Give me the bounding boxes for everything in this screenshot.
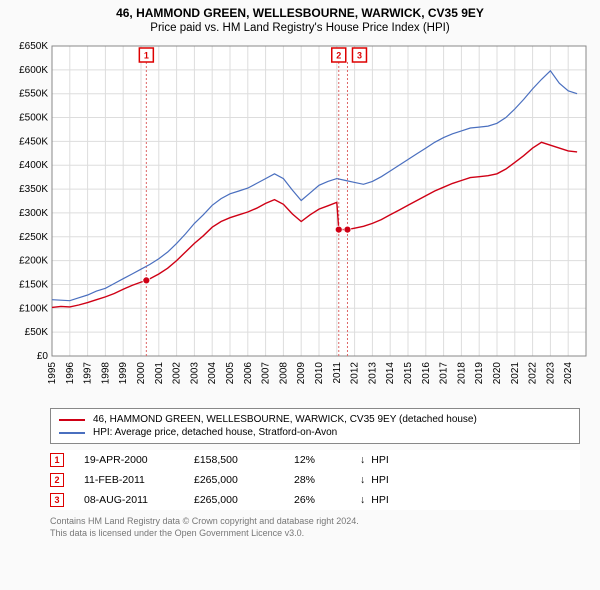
x-tick-label: 2010	[314, 362, 325, 385]
x-tick-label: 2020	[492, 362, 503, 385]
sale-point-2	[335, 226, 342, 233]
down-arrow-icon: ↓	[360, 494, 365, 506]
y-tick-label: £500K	[19, 113, 48, 124]
y-tick-label: £400K	[19, 160, 48, 171]
sale-event-row: 1 19-APR-2000£158,50012% ↓ HPI	[50, 450, 580, 470]
x-tick-label: 2016	[421, 362, 432, 385]
x-tick-label: 1997	[83, 362, 94, 385]
sale-event-date: 08-AUG-2011	[84, 494, 194, 506]
y-tick-label: £650K	[19, 41, 48, 52]
y-tick-label: £600K	[19, 65, 48, 76]
sale-event-suffix: HPI	[371, 494, 389, 506]
x-tick-label: 1999	[118, 362, 129, 385]
sale-event-pct: 12%	[294, 454, 354, 466]
x-tick-label: 2000	[136, 362, 147, 385]
y-tick-label: £300K	[19, 208, 48, 219]
legend-swatch	[59, 432, 85, 434]
x-tick-label: 2022	[528, 362, 539, 385]
legend: 46, HAMMOND GREEN, WELLESBOURNE, WARWICK…	[50, 408, 580, 444]
x-tick-label: 1996	[65, 362, 76, 385]
chart-area: £0 £50K £100K £150K £200K £250K £300K £350K £400…	[8, 40, 592, 400]
x-tick-label: 2006	[243, 362, 254, 385]
sale-point-1	[143, 277, 150, 284]
chart-subtitle: Price paid vs. HM Land Registry's House …	[0, 22, 600, 34]
y-tick-label: £450K	[19, 136, 48, 147]
legend-swatch	[59, 419, 85, 421]
down-arrow-icon: ↓	[360, 474, 365, 486]
sale-event-price: £265,000	[194, 474, 294, 486]
y-tick-label: £100K	[19, 303, 48, 314]
sale-event-price: £158,500	[194, 454, 294, 466]
x-tick-label: 2018	[456, 362, 467, 385]
x-tick-label: 1998	[100, 362, 111, 385]
legend-label: 46, HAMMOND GREEN, WELLESBOURNE, WARWICK…	[93, 414, 477, 425]
line-chart-svg: £0 £50K £100K £150K £200K £250K £300K £350K £400…	[8, 40, 592, 400]
footer-line-2: This data is licensed under the Open Gov…	[50, 528, 580, 540]
x-tick-label: 2007	[261, 362, 272, 385]
sale-marker-num-2: 2	[336, 51, 341, 61]
legend-row: 46, HAMMOND GREEN, WELLESBOURNE, WARWICK…	[59, 413, 571, 426]
y-tick-label: £550K	[19, 89, 48, 100]
sale-event-suffix: HPI	[371, 474, 389, 486]
sale-event-row: 3 08-AUG-2011£265,00026% ↓ HPI	[50, 490, 580, 510]
legend-row: HPI: Average price, detached house, Stra…	[59, 426, 571, 439]
sale-events-table: 1 19-APR-2000£158,50012% ↓ HPI 2 11-FEB-2011£…	[50, 450, 580, 510]
y-tick-label: £350K	[19, 184, 48, 195]
sale-event-marker: 2	[50, 473, 64, 487]
sale-point-3	[344, 226, 351, 233]
chart-title-address: 46, HAMMOND GREEN, WELLESBOURNE, WARWICK…	[0, 6, 600, 20]
sale-event-marker: 1	[50, 453, 64, 467]
x-tick-label: 2012	[350, 362, 361, 385]
x-tick-label: 2023	[545, 362, 556, 385]
x-tick-label: 2019	[474, 362, 485, 385]
legend-label: HPI: Average price, detached house, Stra…	[93, 427, 337, 438]
x-tick-label: 2005	[225, 362, 236, 385]
sale-marker-num-3: 3	[357, 51, 362, 61]
x-tick-label: 2001	[154, 362, 165, 385]
x-tick-label: 2014	[385, 362, 396, 385]
y-tick-label: £200K	[19, 256, 48, 267]
x-tick-label: 2008	[278, 362, 289, 385]
sale-event-pct: 26%	[294, 494, 354, 506]
y-tick-label: £50K	[25, 327, 49, 338]
chart-container: 46, HAMMOND GREEN, WELLESBOURNE, WARWICK…	[0, 0, 600, 590]
sale-event-suffix: HPI	[371, 454, 389, 466]
x-tick-label: 2011	[332, 362, 343, 384]
x-tick-label: 2003	[189, 362, 200, 385]
sale-event-pct: 28%	[294, 474, 354, 486]
y-tick-label: £150K	[19, 279, 48, 290]
x-tick-label: 1995	[47, 362, 58, 385]
x-tick-label: 2004	[207, 362, 218, 385]
footer-line-1: Contains HM Land Registry data © Crown c…	[50, 516, 580, 528]
y-tick-label: £250K	[19, 232, 48, 243]
x-tick-label: 2013	[367, 362, 378, 385]
x-tick-label: 2015	[403, 362, 414, 385]
x-tick-label: 2017	[439, 362, 450, 385]
x-tick-label: 2002	[172, 362, 183, 385]
attribution-footer: Contains HM Land Registry data © Crown c…	[50, 516, 580, 539]
down-arrow-icon: ↓	[360, 454, 365, 466]
sale-marker-num-1: 1	[144, 51, 149, 61]
x-tick-label: 2024	[563, 362, 574, 385]
sale-event-price: £265,000	[194, 494, 294, 506]
x-tick-label: 2009	[296, 362, 307, 385]
sale-event-date: 19-APR-2000	[84, 454, 194, 466]
y-tick-label: £0	[37, 351, 49, 362]
sale-event-row: 2 11-FEB-2011£265,00028% ↓ HPI	[50, 470, 580, 490]
sale-event-marker: 3	[50, 493, 64, 507]
title-block: 46, HAMMOND GREEN, WELLESBOURNE, WARWICK…	[0, 0, 600, 36]
x-tick-label: 2021	[510, 362, 521, 385]
sale-event-date: 11-FEB-2011	[84, 474, 194, 486]
